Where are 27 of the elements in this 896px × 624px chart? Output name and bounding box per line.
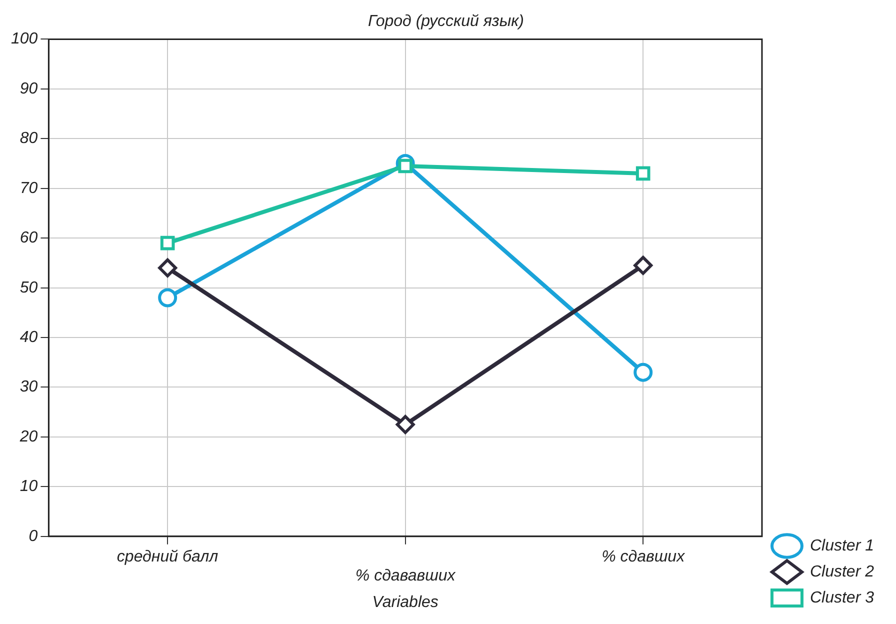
- chart-title: Город (русский язык): [368, 13, 524, 30]
- y-tick-label: 10: [20, 478, 38, 496]
- x-axis-title: Variables: [372, 594, 438, 611]
- x-tick-label: % сдававших: [355, 568, 456, 585]
- y-tick-label: 80: [20, 130, 38, 148]
- point: [636, 166, 650, 181]
- y-tick-label: 0: [28, 528, 38, 545]
- point: [158, 258, 178, 278]
- x-tick-label: % сдавших: [602, 548, 686, 566]
- legend-label: Cluster 3: [810, 589, 874, 606]
- point: [398, 158, 412, 174]
- y-tick-label: 40: [20, 328, 38, 346]
- point: [160, 236, 175, 250]
- y-tick-label: 60: [20, 230, 38, 247]
- x-tick-label: средний балл: [116, 548, 218, 566]
- y-tick-label: 30: [20, 378, 38, 396]
- y-tick-label: 70: [20, 180, 38, 197]
- point: [158, 288, 178, 308]
- y-tick-label: 90: [20, 80, 38, 98]
- legend-label: Cluster 1: [810, 537, 874, 554]
- legend-label: Cluster 2: [810, 563, 874, 580]
- y-tick-label: 20: [18, 428, 38, 446]
- point: [634, 256, 653, 275]
- point: [396, 415, 415, 434]
- point: [634, 362, 653, 382]
- y-tick-label: 100: [10, 30, 38, 48]
- y-tick-label: 50: [20, 279, 38, 296]
